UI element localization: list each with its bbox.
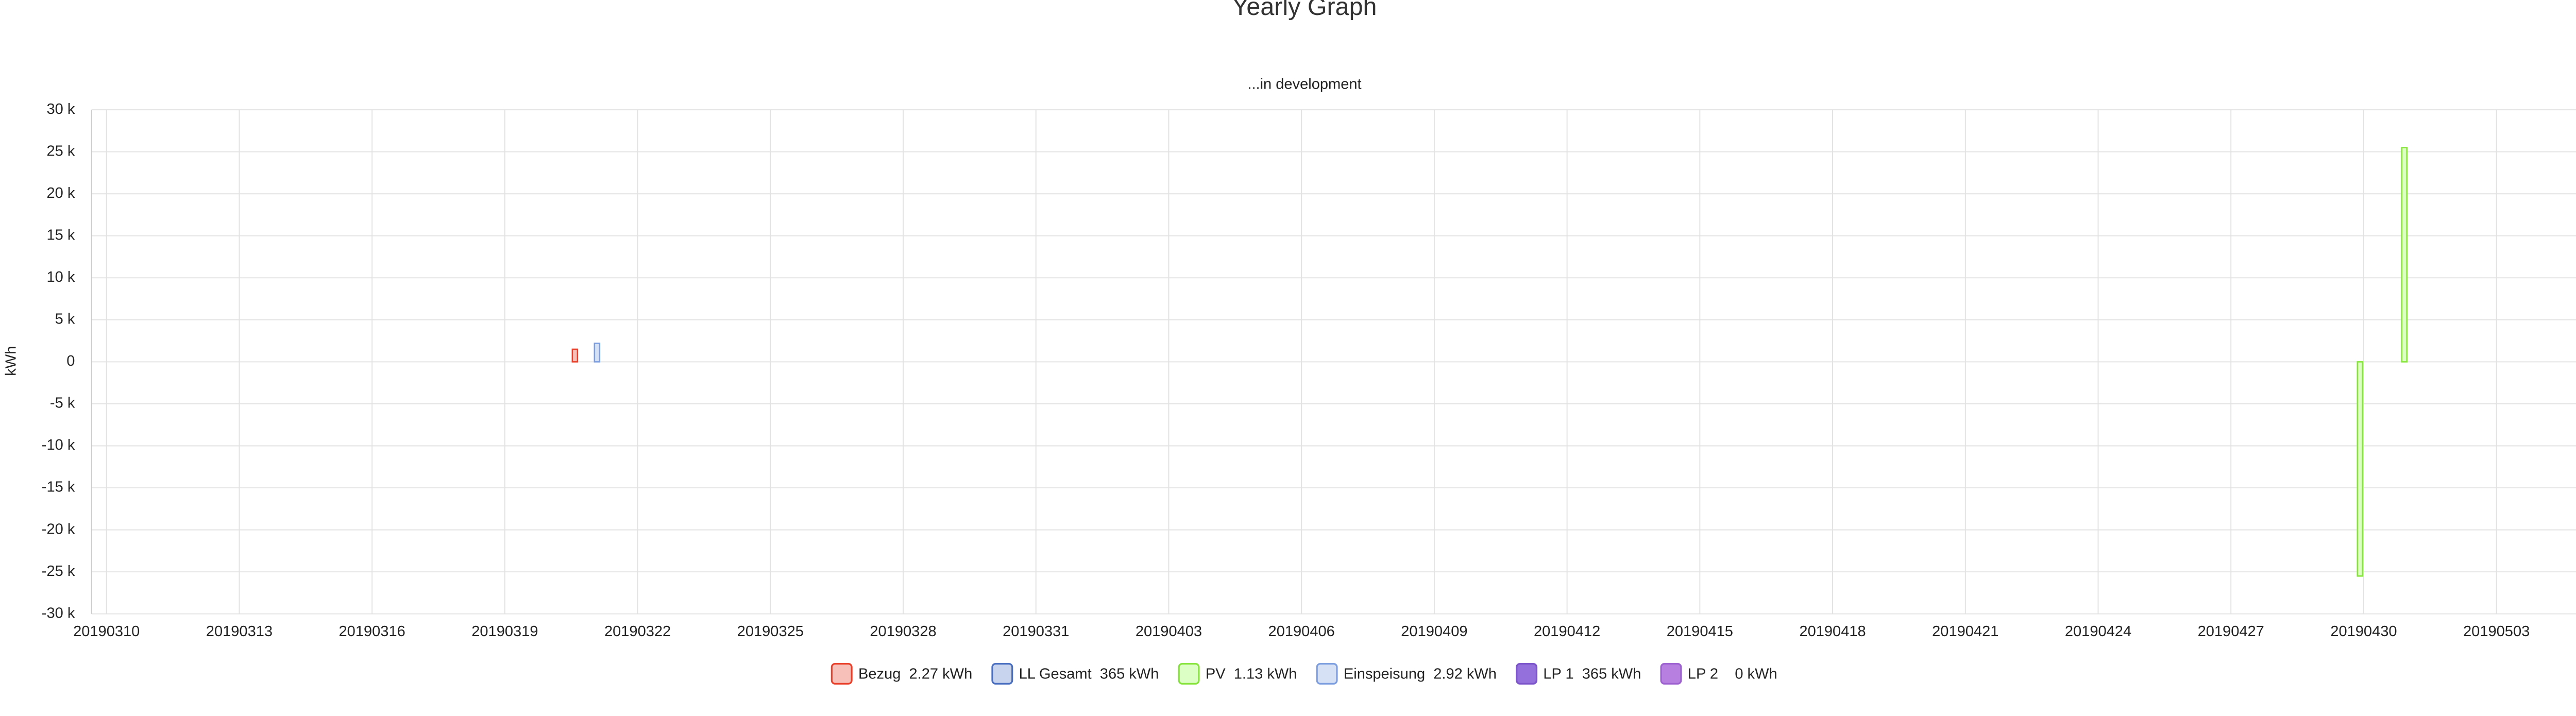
legend: Bezug 2.27 kWh LL Gesamt 365 kWh PV 1.13 k… (831, 662, 1777, 685)
legend-label: LL Gesamt 365 kWh (1019, 666, 1159, 682)
x-tick-label: 20190316 (339, 623, 405, 640)
x-tick-label: 20190424 (2065, 623, 2131, 640)
legend-swatch (1178, 662, 1200, 685)
x-tick-label: 20190415 (1667, 623, 1733, 640)
legend-label: LP 2 0 kWh (1688, 666, 1777, 682)
legend-label: Einspeisung 2.92 kWh (1344, 666, 1497, 682)
x-tick-label: 20190313 (206, 623, 273, 640)
y-tick-label: 0 (66, 353, 75, 369)
y-tick-label: 30 k (46, 101, 75, 117)
x-tick-label: 20190310 (73, 623, 140, 640)
x-tick-label: 20190430 (2330, 623, 2397, 640)
legend-swatch (1516, 662, 1538, 685)
y-tick-label: 15 k (46, 227, 75, 243)
x-tick-label: 20190427 (2198, 623, 2264, 640)
legend-label: PV 1.13 kWh (1206, 666, 1297, 682)
x-tick-label: 20190418 (1799, 623, 1866, 640)
x-tick-label: 20190331 (1003, 623, 1069, 640)
y-tick-label: -25 k (42, 563, 75, 579)
chart-subtitle: ...in development (1247, 76, 1361, 92)
y-tick-label: -10 k (42, 437, 75, 453)
y-tick-label: -5 k (50, 395, 75, 412)
legend-swatch (991, 662, 1013, 685)
x-tick-label: 20190503 (2463, 623, 2530, 640)
y-axis-label: kWh (3, 346, 19, 376)
y-tick-label: 10 k (46, 269, 75, 285)
x-tick-label: 20190409 (1401, 623, 1467, 640)
x-tick-label: 20190406 (1268, 623, 1335, 640)
chart-title: Yearly Graph (1232, 0, 1377, 21)
y-tick-label: 5 k (55, 311, 75, 328)
x-tick-label: 20190325 (737, 623, 804, 640)
y-tick-label: -15 k (42, 479, 75, 496)
legend-label: Bezug 2.27 kWh (858, 666, 972, 682)
bar (571, 348, 579, 363)
y-tick-label: -30 k (42, 605, 75, 621)
legend-swatch (1316, 662, 1338, 685)
bar (2401, 147, 2408, 363)
bar (594, 343, 601, 363)
x-tick-label: 20190403 (1136, 623, 1202, 640)
legend-swatch (831, 662, 853, 685)
y-tick-label: 20 k (46, 185, 75, 201)
x-tick-label: 20190328 (870, 623, 936, 640)
bar (2357, 361, 2364, 577)
x-tick-label: 20190421 (1932, 623, 1998, 640)
legend-swatch (1660, 662, 1682, 685)
x-tick-label: 20190322 (604, 623, 671, 640)
legend-label: LP 1 365 kWh (1543, 666, 1641, 682)
x-tick-label: 20190319 (471, 623, 538, 640)
y-tick-label: 25 k (46, 143, 75, 159)
y-tick-label: -20 k (42, 521, 75, 537)
plot-area (571, 147, 2408, 577)
x-tick-label: 20190412 (1534, 623, 1600, 640)
